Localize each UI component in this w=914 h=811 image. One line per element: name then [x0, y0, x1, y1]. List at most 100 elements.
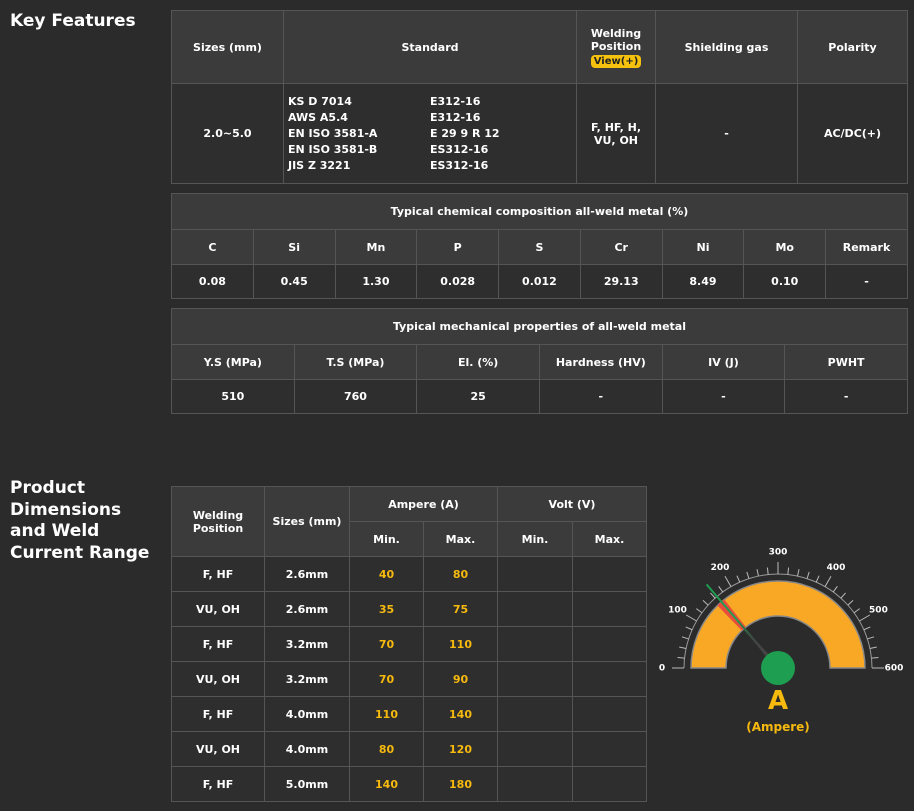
table-row: 510 760 25- - -	[171, 379, 908, 414]
header-cell: T.S (MPa)	[293, 344, 418, 380]
table-row: F, HF 2.6mm 40 80	[171, 556, 647, 592]
table: Typical chemical composition all-weld me…	[171, 193, 908, 299]
table-row: F, HF 5.0mm 140 180	[171, 766, 647, 802]
gauge-hub	[761, 651, 795, 685]
value-cell: -	[538, 379, 663, 414]
value-cell: -	[784, 379, 908, 414]
gauge-tick-label: 600	[885, 664, 904, 674]
standard-item: E312-16	[430, 110, 481, 124]
gauge-minor-tick	[746, 571, 750, 579]
value-cell: 1.30	[334, 264, 418, 299]
gauge-minor-tick	[702, 600, 709, 606]
header-cell: Sizes (mm)	[171, 10, 284, 84]
header-cell: Max.	[423, 521, 498, 557]
value-cell: 4.0mm	[264, 696, 350, 732]
empty-cell	[572, 591, 647, 627]
value-cell: 3.2mm	[264, 661, 350, 697]
standard-column: E312-16 E312-16 E 29 9 R 12 ES312-16 ES312-1…	[430, 94, 572, 174]
gauge-minor-tick	[869, 646, 877, 649]
gauge-minor-tick	[847, 600, 854, 606]
value-cell: 75	[423, 591, 498, 627]
standard-item: AWS A5.4	[288, 110, 348, 124]
header-text: Welding Position	[590, 26, 642, 53]
value-cell: -	[661, 379, 786, 414]
empty-cell	[497, 731, 573, 767]
empty-cell	[572, 766, 647, 802]
header-cell: Sizes (mm)	[264, 486, 350, 557]
gauge-minor-tick	[695, 608, 703, 614]
shielding-gas-cell: -	[655, 83, 798, 184]
empty-cell	[497, 661, 573, 697]
value-cell: 35	[349, 591, 424, 627]
value-cell: -	[825, 264, 908, 299]
standard-column: KS D 7014 AWS A5.4 EN ISO 3581-A EN ISO 358…	[288, 94, 430, 174]
value-cell: F, HF	[171, 626, 265, 662]
value-cell: 140	[349, 766, 424, 802]
header-cell: Shielding gas	[655, 10, 798, 84]
view-button[interactable]: View(+)	[590, 54, 642, 68]
table-row: 2.0~5.0 KS D 7014 AWS A5.4 EN ISO 3581-A EN …	[171, 83, 908, 184]
value-cell: 0.10	[743, 264, 827, 299]
table-row: Min. Max. Min. Max.	[172, 521, 647, 557]
value-cell: 110	[349, 696, 424, 732]
gauge-symbol: A	[768, 686, 788, 716]
empty-cell	[572, 556, 647, 592]
table-title: Typical chemical composition all-weld me…	[171, 193, 908, 230]
gauge-tick	[685, 614, 697, 622]
value-cell: VU, OH	[171, 661, 265, 697]
gauge: 0 100 200 300 400 500 600 A (Ampere)	[659, 548, 904, 735]
position-cell: F, HF, H, VU, OH	[576, 83, 656, 184]
table-row: Y.S (MPa) T.S (MPa) El. (%) Hardness (HV) IV…	[171, 344, 908, 380]
value-cell: 120	[423, 731, 498, 767]
empty-cell	[572, 626, 647, 662]
table-row: VU, OH 4.0mm 80 120	[171, 731, 647, 767]
value-cell: 25	[416, 379, 540, 414]
polarity-cell: AC/DC(+)	[797, 83, 908, 184]
gauge-minor-tick	[787, 567, 790, 575]
table: Welding Position Sizes (mm) Ampere (A) Volt…	[171, 486, 647, 802]
header-cell: Mn	[334, 229, 418, 265]
gauge-tick	[724, 575, 732, 587]
gauge-tick-label: 100	[668, 606, 687, 616]
value-cell: 0.08	[171, 264, 254, 299]
gauge-minor-tick	[718, 585, 724, 593]
empty-cell	[497, 766, 573, 802]
value-cell: 70	[349, 661, 424, 697]
empty-cell	[497, 696, 573, 732]
value-cell: 80	[423, 556, 498, 592]
gauge-minor-tick	[677, 656, 685, 659]
table-row: Typical chemical composition all-weld me…	[171, 193, 908, 230]
table-row: F, HF 4.0mm 110 140	[171, 696, 647, 732]
empty-cell	[572, 661, 647, 697]
table: Sizes (mm) Standard Welding Position View(+…	[171, 10, 908, 184]
gauge-minor-tick	[867, 636, 875, 640]
header-cell: Welding Position	[171, 486, 265, 557]
value-cell: 110	[423, 626, 498, 662]
header-cell: Remark	[825, 229, 908, 265]
table-row: 0.08 0.45 1.30 0.028 0.012 29.13 8.49 0.10-	[171, 264, 908, 299]
value-cell: 0.028	[416, 264, 500, 299]
value-cell: 180	[423, 766, 498, 802]
header-cell: Welding Position View(+)	[576, 10, 656, 84]
standard-item: EN ISO 3581-A	[288, 126, 378, 140]
value-cell: 5.0mm	[264, 766, 350, 802]
gauge-needle-body	[737, 620, 777, 667]
gauge-unit: (Ampere)	[746, 720, 810, 734]
empty-cell	[572, 696, 647, 732]
sizes-cell: 2.0~5.0	[171, 83, 284, 184]
table-row: Sizes (mm) Standard Welding Position View(+…	[171, 10, 908, 84]
value-cell: 70	[349, 626, 424, 662]
empty-cell	[497, 556, 573, 592]
table-row: C Si Mn P S Cr Ni Mo Remark	[171, 229, 908, 265]
gauge-tick	[824, 575, 832, 587]
gauge-arc	[690, 580, 866, 669]
header-cell: S	[498, 229, 581, 265]
table-row: VU, OH 2.6mm 35 75	[171, 591, 647, 627]
standard-item: ES312-16	[430, 142, 489, 156]
section-heading: Key Features	[10, 11, 136, 31]
value-cell: 0.012	[498, 264, 581, 299]
gauge-minor-tick	[679, 646, 687, 649]
gauge-minor-tick	[710, 592, 716, 599]
gauge-minor-tick	[681, 636, 689, 640]
